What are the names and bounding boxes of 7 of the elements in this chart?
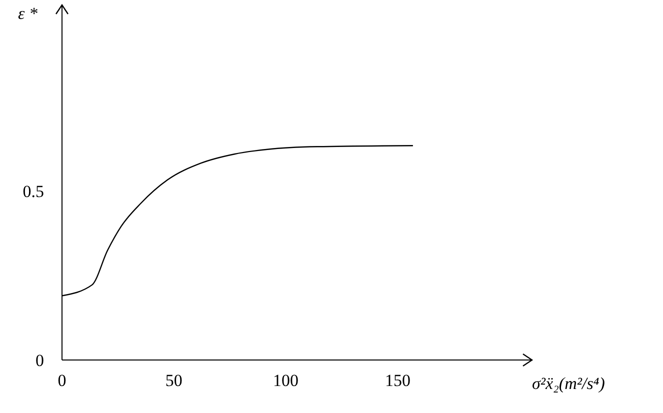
- x-tick-label: 50: [165, 371, 182, 390]
- x-tick-label: 150: [384, 371, 410, 390]
- x-tick-label: 100: [273, 371, 299, 390]
- y-axis-title: ε *: [18, 4, 38, 24]
- y-tick-label: 0.5: [22, 182, 44, 201]
- x-axis-title: σ²ẍ₂(m²/s⁴): [532, 374, 605, 394]
- x-tick-label: 0: [58, 371, 66, 390]
